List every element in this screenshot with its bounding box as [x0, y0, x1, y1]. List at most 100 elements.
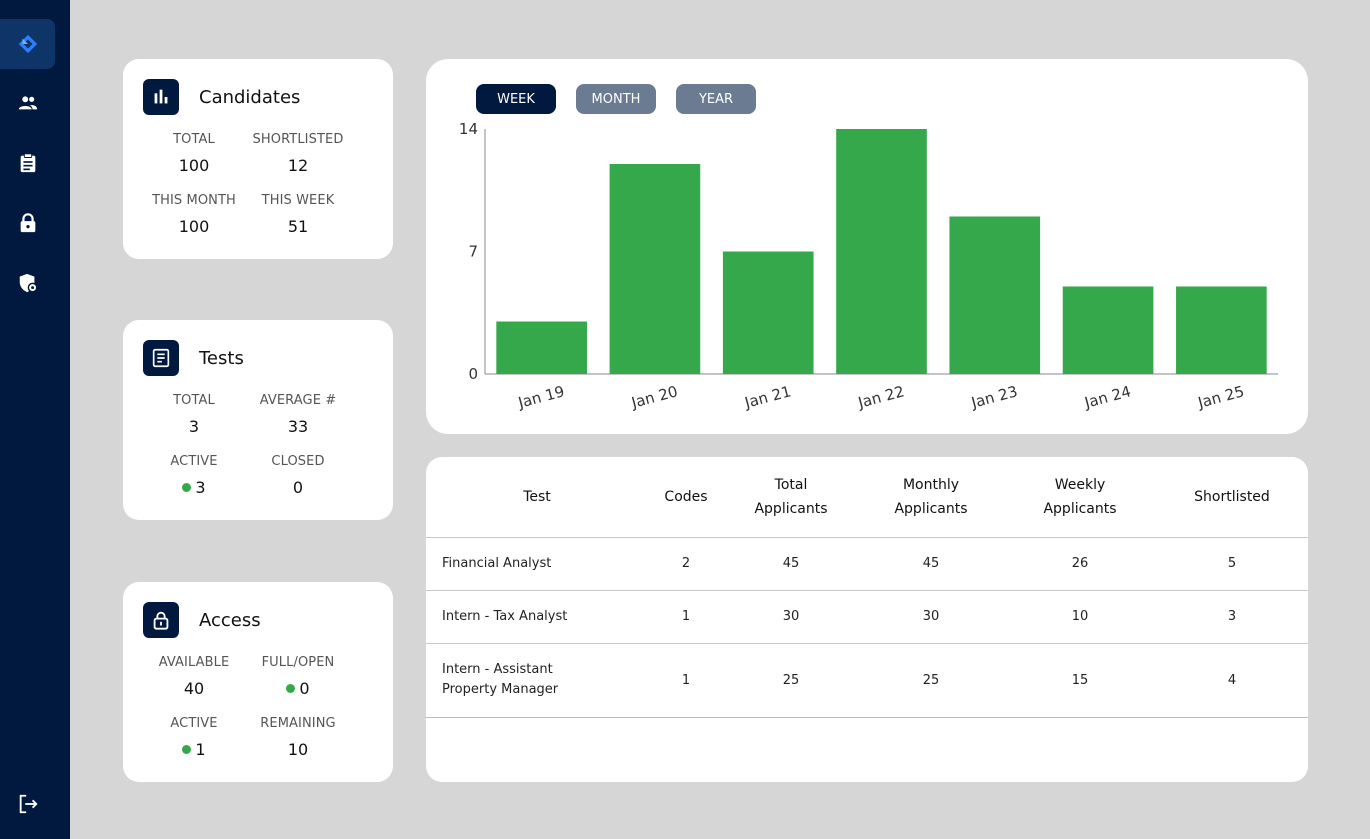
stat-value: 51 [287, 217, 309, 236]
header-monthly-applicants[interactable]: Monthly Applicants [858, 457, 1004, 537]
logo-nav-button[interactable] [0, 19, 55, 69]
active-count: 3 [195, 478, 206, 497]
tests-card: Tests TOTAL 3 AVERAGE # 33 ACTIVE 3 CLOS… [123, 320, 393, 520]
tests-nav-button[interactable] [0, 138, 55, 188]
cell-shortlisted: 3 [1156, 589, 1308, 643]
cell-weekly: 15 [1004, 642, 1156, 718]
stat-label: AVERAGE # [259, 393, 337, 408]
access-available: AVAILABLE 40 [139, 655, 249, 698]
chart-bar [836, 129, 927, 374]
cell-codes: 2 [648, 536, 724, 590]
header-line: Total [774, 476, 808, 493]
access-card: Access AVAILABLE 40 FULL/OPEN 0 ACTIVE 1… [123, 582, 393, 782]
chart-bar [496, 321, 587, 374]
table-row[interactable]: Intern - Tax Analyst 1 30 30 10 3 [426, 589, 1308, 643]
cell-test: Intern - Tax Analyst [426, 589, 648, 643]
cell-monthly: 45 [858, 536, 1004, 590]
tests-title: Tests [199, 347, 244, 369]
x-tick-label: Jan 24 [1082, 382, 1133, 412]
cell-weekly: 10 [1004, 589, 1156, 643]
document-icon [143, 340, 179, 376]
tests-average: AVERAGE # 33 [243, 393, 353, 436]
access-active: ACTIVE 1 [139, 716, 249, 759]
header-line: Applicants [894, 500, 968, 517]
chart-bar [609, 164, 701, 374]
status-dot [182, 483, 192, 492]
candidates-this-month: THIS MONTH 100 [139, 193, 249, 236]
x-tick-label: Jan 19 [515, 382, 566, 412]
stat-label: CLOSED [271, 454, 325, 469]
candidates-shortlisted: SHORTLISTED 12 [243, 132, 353, 175]
access-nav-button[interactable] [0, 198, 55, 248]
header-line: Weekly [1054, 476, 1106, 493]
chart-card: 0 7 14 Jan 19 Jan 20 Jan 21 Jan 22 Jan 23 Jan 24… [426, 59, 1308, 434]
shield-icon [19, 273, 38, 293]
bar-chart-icon [143, 79, 179, 115]
header-total-applicants[interactable]: Total Applicants [724, 457, 858, 537]
header-test[interactable]: Test [523, 488, 551, 505]
x-tick-label: Jan 20 [629, 382, 680, 412]
cell-test: Financial Analyst [426, 536, 648, 590]
tests-header: Tests [143, 340, 244, 376]
tests-closed: CLOSED 0 [243, 454, 353, 497]
header-codes[interactable]: Codes [664, 488, 708, 505]
table-row[interactable]: Intern - Assistant Property Manager 1 25… [426, 642, 1308, 718]
table-header-row: Test Codes Total Applicants Monthly Applic… [426, 457, 1308, 537]
stat-value: 33 [287, 417, 309, 436]
x-tick-label: Jan 23 [969, 382, 1020, 412]
cell-total: 45 [724, 536, 858, 590]
people-icon [18, 96, 37, 110]
stat-label: TOTAL [173, 393, 215, 408]
access-full-open: FULL/OPEN 0 [243, 655, 353, 698]
security-nav-button[interactable] [0, 258, 55, 308]
candidates-header: Candidates [143, 79, 300, 115]
status-dot [182, 745, 192, 754]
cell-codes: 1 [648, 642, 724, 718]
full-open-count: 0 [299, 679, 310, 698]
stat-value: 3 [139, 478, 249, 497]
cell-total: 30 [724, 589, 858, 643]
status-dot [286, 684, 296, 693]
sidebar [0, 0, 70, 839]
access-remaining: REMAINING 10 [243, 716, 353, 759]
stat-label: THIS WEEK [261, 193, 335, 208]
y-tick-label: 0 [468, 365, 478, 383]
cell-monthly: 25 [858, 642, 1004, 718]
logout-button[interactable] [0, 779, 55, 829]
stat-value: 3 [188, 417, 200, 436]
stat-label: ACTIVE [170, 716, 218, 731]
cell-shortlisted: 5 [1156, 536, 1308, 590]
tests-table-card: Test Codes Total Applicants Monthly Applic… [426, 457, 1308, 782]
y-tick-label: 14 [459, 120, 478, 138]
stat-value: 0 [292, 478, 304, 497]
stat-label: FULL/OPEN [261, 655, 335, 670]
header-shortlisted[interactable]: Shortlisted [1194, 488, 1270, 505]
table-row[interactable]: Financial Analyst 2 45 45 26 5 [426, 536, 1308, 590]
bar-chart: 0 7 14 Jan 19 Jan 20 Jan 21 Jan 22 Jan 23 Jan 24… [459, 120, 1278, 412]
diamond-logo-icon [18, 34, 37, 54]
header-line: Applicants [754, 500, 828, 517]
cell-total: 25 [724, 642, 858, 718]
stat-value: 10 [287, 740, 309, 759]
candidates-nav-button[interactable] [0, 78, 55, 128]
clipboard-icon [20, 153, 35, 173]
tests-table: Test Codes Total Applicants Monthly Applic… [426, 457, 1308, 718]
active-count: 1 [195, 740, 206, 759]
header-line: Monthly [902, 476, 960, 493]
access-title: Access [199, 609, 261, 631]
stat-value: 100 [178, 156, 210, 175]
stat-label: TOTAL [173, 132, 215, 147]
chart-bar [1062, 286, 1154, 374]
stat-label: REMAINING [260, 716, 336, 731]
week-button[interactable]: WEEK [476, 84, 556, 114]
header-weekly-applicants[interactable]: Weekly Applicants [1004, 457, 1156, 537]
month-button[interactable]: MONTH [576, 84, 656, 114]
candidates-title: Candidates [199, 86, 301, 108]
year-button[interactable]: YEAR [676, 84, 756, 114]
stat-label: SHORTLISTED [252, 132, 344, 147]
stat-label: AVAILABLE [158, 655, 230, 670]
stat-value: 12 [287, 156, 309, 175]
candidates-this-week: THIS WEEK 51 [243, 193, 353, 236]
stat-label: THIS MONTH [152, 193, 236, 208]
stat-value: 1 [139, 740, 249, 759]
